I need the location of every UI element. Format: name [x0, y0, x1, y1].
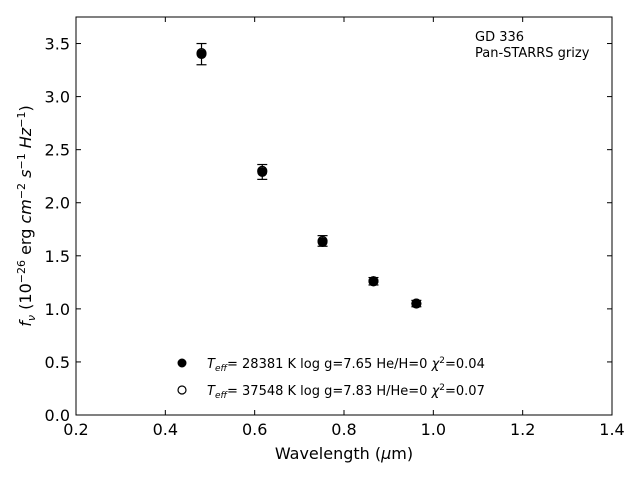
- y-tick-label: 0.5: [45, 353, 70, 372]
- legend-2-text: 37548 K log g=7.83 H/He=0: [242, 384, 432, 399]
- y-axis: 0.0 0.5 1.0 1.5 2.0 2.5 3.0 3.5: [45, 35, 612, 425]
- point-filled: [317, 237, 328, 248]
- y-tick-label: 1.0: [45, 300, 70, 319]
- point-filled: [257, 166, 268, 177]
- annotation-object: GD 336: [475, 30, 524, 45]
- x-tick-label: 1.2: [510, 420, 535, 439]
- point-filled: [368, 276, 379, 287]
- y-tick-label: 3.0: [45, 88, 70, 107]
- y-tick-label: 0.0: [45, 406, 70, 425]
- x-tick-label: 0.4: [153, 420, 178, 439]
- x-axis-label: Wavelength (μm): [275, 444, 413, 463]
- point-filled: [196, 49, 207, 60]
- legend-2-chi: =0.07: [445, 384, 485, 399]
- legend-entry-2: Teff= 37548 K log g=7.83 H/He=0 χ2=0.07: [207, 383, 485, 401]
- point-filled: [411, 298, 422, 309]
- legend: Teff= 28381 K log g=7.65 He/H=0 χ2=0.04 …: [177, 356, 485, 401]
- x-tick-label: 0.6: [242, 420, 267, 439]
- y-tick-label: 2.0: [45, 194, 70, 213]
- y-tick-label: 1.5: [45, 247, 70, 266]
- x-tick-label: 1.0: [421, 420, 446, 439]
- legend-entry-1: Teff= 28381 K log g=7.65 He/H=0 χ2=0.04: [207, 356, 485, 374]
- legend-1-text: 28381 K log g=7.65 He/H=0: [242, 357, 432, 372]
- x-axis: 0.2 0.4 0.6 0.8 1.0 1.2 1.4: [63, 17, 625, 439]
- x-tick-label: 1.4: [599, 420, 624, 439]
- legend-marker-filled: [177, 358, 187, 368]
- legend-marker-open: [177, 385, 187, 395]
- y-tick-label: 2.5: [45, 141, 70, 160]
- x-tick-label: 0.2: [63, 420, 88, 439]
- y-axis-label: fν (10−26 erg cm−2 s−1 Hz−1): [15, 105, 38, 326]
- annotation-survey: Pan-STARRS grizy: [475, 46, 590, 61]
- x-tick-label: 0.8: [331, 420, 356, 439]
- data-marks: [196, 42, 422, 309]
- legend-1-chi: =0.04: [445, 357, 485, 372]
- y-tick-label: 3.5: [45, 35, 70, 54]
- plot-area: [75, 16, 613, 416]
